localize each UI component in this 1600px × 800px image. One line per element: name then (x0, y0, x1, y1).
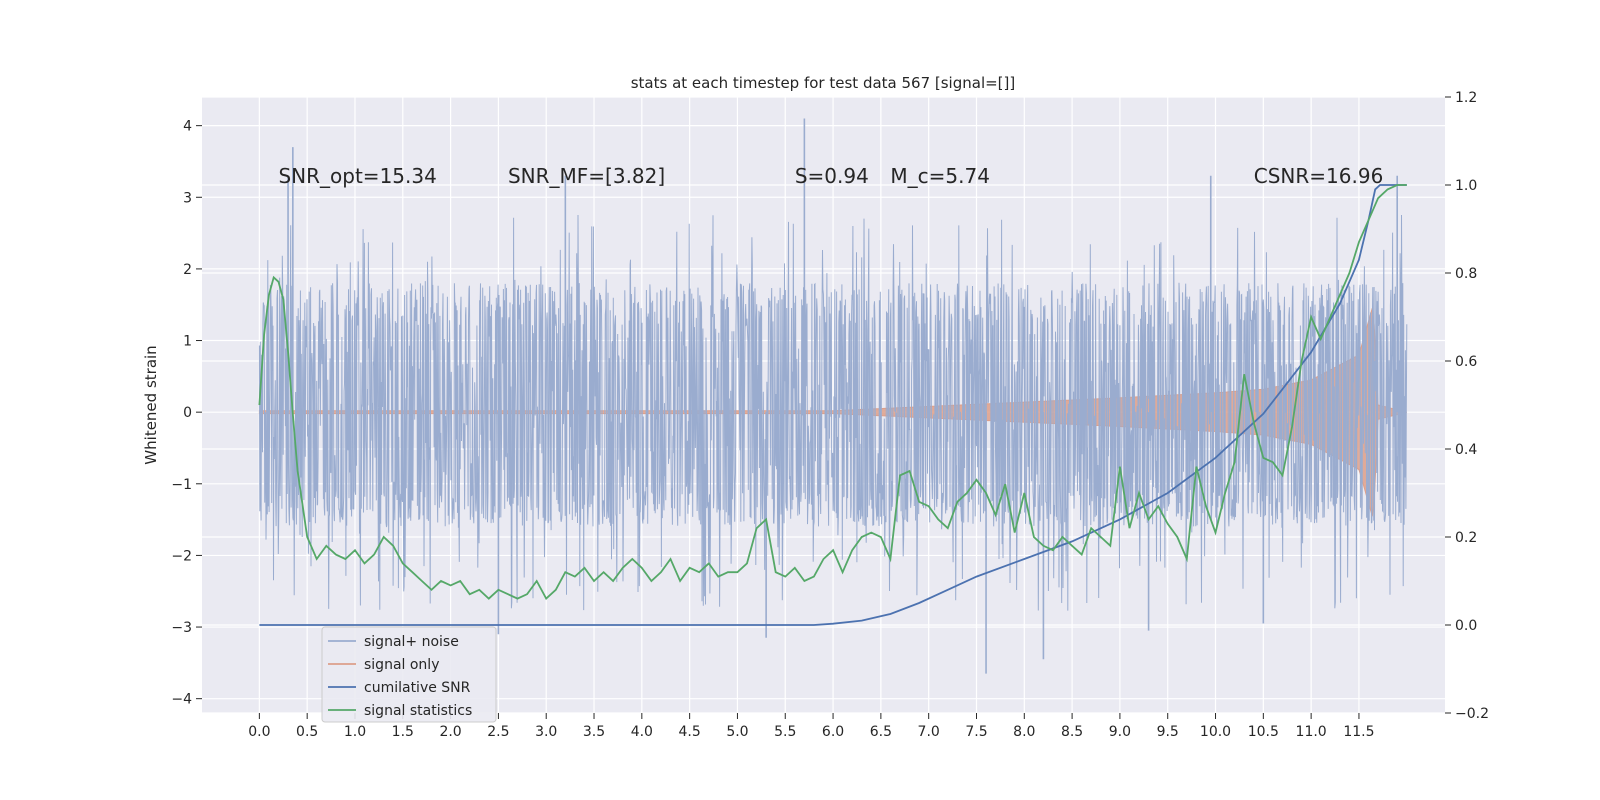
annotations: SNR_opt=15.34 SNR_MF=[3.82] S=0.94 M_c=5.74… (278, 164, 1383, 188)
x-tick-label: 10.5 (1248, 724, 1279, 740)
x-tick-label: 0.5 (296, 724, 318, 740)
y2-tick-label: 1.2 (1455, 90, 1477, 106)
y2-tick-label: 1.0 (1455, 178, 1477, 194)
x-tick-label: 1.5 (392, 724, 414, 740)
x-tick-label: 7.5 (965, 724, 987, 740)
y2-tick-label: −0.2 (1455, 706, 1489, 722)
y2-tick-label: 0.6 (1455, 354, 1477, 370)
signal-plus-noise-series (258, 214, 1408, 611)
x-tick-label: 11.0 (1296, 724, 1327, 740)
legend-label: signal statistics (364, 703, 472, 719)
annotation-text: CSNR=16.96 (1254, 164, 1384, 188)
y2-tick-label: 0.2 (1455, 530, 1477, 546)
x-tick-label: 2.0 (439, 724, 461, 740)
y2-tick-label: 0.0 (1455, 618, 1477, 634)
legend-label: signal only (364, 657, 439, 673)
x-tick-label: 3.5 (583, 724, 605, 740)
y-tick-label: −4 (171, 692, 192, 708)
annotation-text: S=0.94 (795, 164, 869, 188)
x-tick-label: 10.0 (1200, 724, 1231, 740)
y-tick-label: 3 (183, 190, 192, 206)
x-tick-label: 7.0 (918, 724, 940, 740)
legend-box (321, 626, 497, 723)
y-tick-label: −2 (171, 548, 192, 564)
x-tick-label: 1.0 (344, 724, 366, 740)
legend-label: cumilative SNR (364, 680, 471, 696)
y2-tick-label: 0.4 (1455, 442, 1477, 458)
x-tick-label: 6.5 (870, 724, 892, 740)
x-tick-label: 8.5 (1061, 724, 1083, 740)
x-tick-label: 11.5 (1343, 724, 1374, 740)
y-tick-label: −1 (171, 477, 192, 493)
x-tick-label: 6.0 (822, 724, 844, 740)
y-tick-label: 1 (183, 334, 192, 350)
x-tick-label: 3.0 (535, 724, 557, 740)
chart-title: stats at each timestep for test data 567… (631, 74, 1016, 92)
annotation-text: M_c=5.74 (890, 164, 990, 188)
x-tick-label: 9.5 (1157, 724, 1179, 740)
y-axis-ticks: −4 −3 −2 −1 0 1 2 3 4 (171, 119, 202, 708)
legend: signal+ noise signal only cumilative SNR si… (321, 626, 497, 723)
y-axis-label: Whitened strain (142, 345, 160, 464)
x-tick-label: 5.5 (774, 724, 796, 740)
x-tick-label: 4.5 (679, 724, 701, 740)
y2-axis-ticks: −0.2 0.0 0.2 0.4 0.6 0.8 1.0 1.2 (1445, 90, 1489, 722)
x-axis-ticks: 0.0 0.5 1.0 1.5 2.0 2.5 3.0 3.5 4.0 4.5 5.0 5.5 6.0 6… (248, 713, 1375, 740)
annotation-text: SNR_opt=15.34 (278, 164, 436, 188)
y-tick-label: 2 (183, 262, 192, 278)
y-tick-label: 0 (183, 405, 192, 421)
x-tick-label: 0.0 (248, 724, 270, 740)
x-tick-label: 8.0 (1013, 724, 1035, 740)
x-tick-label: 9.0 (1109, 724, 1131, 740)
x-tick-label: 2.5 (487, 724, 509, 740)
x-tick-label: 4.0 (631, 724, 653, 740)
noise-peaks (287, 118, 1398, 674)
legend-label: signal+ noise (364, 634, 459, 650)
signal-statistics-series (258, 184, 1407, 601)
y-tick-label: −3 (171, 620, 192, 636)
x-tick-label: 5.0 (726, 724, 748, 740)
y2-tick-label: 0.8 (1455, 266, 1477, 282)
y-tick-label: 4 (183, 119, 192, 135)
annotation-text: SNR_MF=[3.82] (508, 164, 665, 188)
